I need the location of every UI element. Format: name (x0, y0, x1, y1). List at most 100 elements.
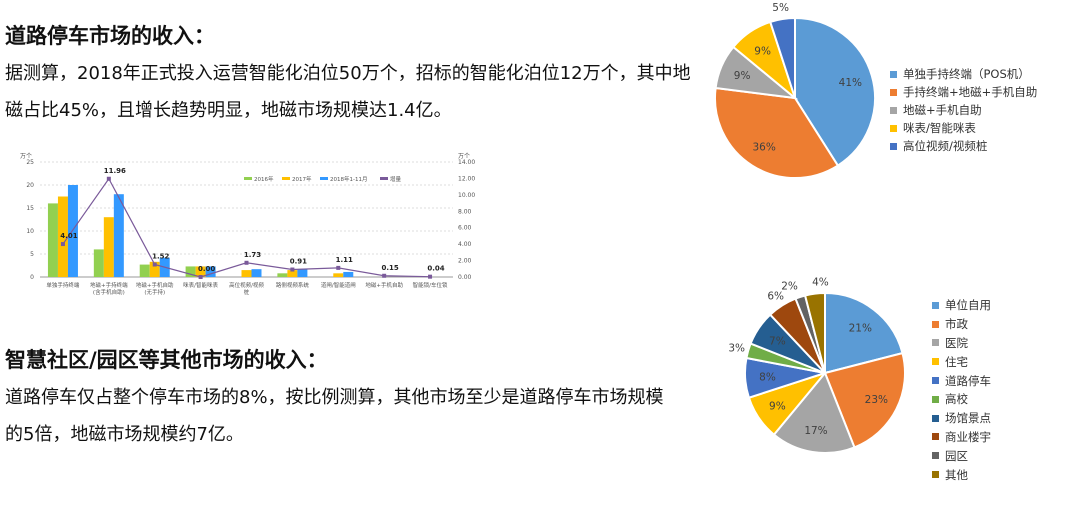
line-point-1 (106, 176, 111, 181)
legend-label: 单独手持终端（POS机） (903, 67, 1030, 81)
bar-0-1 (93, 249, 104, 277)
bar-1-3 (195, 266, 206, 277)
line-label-3: 0.00 (198, 265, 215, 273)
pie-slice-1 (714, 86, 840, 179)
pie-label-5: 3% (728, 342, 745, 354)
line-point-0 (60, 242, 65, 247)
x-tick: 单独手持终端 (46, 281, 80, 289)
bar-2-4 (251, 269, 262, 277)
pie2-legend: 单位自用市政医院住宅道路停车高校场馆景点 商业楼宇园区其他 (932, 296, 991, 484)
legend-item: 单独手持终端（POS机） (890, 65, 1037, 83)
bar-1-2 (149, 261, 160, 277)
legend-item: 医院 (932, 334, 991, 353)
y-tick: 15 (26, 205, 34, 212)
legend-label: 医院 (945, 335, 968, 350)
x-tick: 路侧视频系统 (276, 281, 310, 289)
pie-label-7: 6% (767, 290, 784, 302)
legend-item: 场馆景点 (932, 409, 991, 428)
x-tick: 地磁+手机自助 (365, 281, 403, 289)
legend-item: 商业楼宇 (932, 428, 991, 447)
section1-title: 道路停车市场的收入： (5, 24, 215, 48)
legend-swatch (890, 88, 897, 96)
y2-tick: 10.00 (458, 192, 475, 199)
legend-item: 其他 (932, 465, 991, 484)
y-tick: 25 (26, 159, 34, 166)
legend-swatch (380, 177, 388, 180)
legend-swatch (932, 414, 939, 422)
legend-swatch (932, 320, 939, 328)
legend-swatch (932, 301, 939, 309)
legend-item: 咪表/智能咪表 (890, 119, 1037, 137)
bar-1-0 (57, 196, 68, 277)
line-label-6: 1.11 (336, 256, 353, 264)
bar-2-0 (67, 185, 78, 277)
legend-item: 地磁+手机自助 (890, 101, 1037, 119)
legend-label: 商业楼宇 (945, 429, 991, 444)
pie-label-1: 23% (865, 394, 888, 406)
y2-tick: 14.00 (458, 159, 475, 166)
y-tick: 5 (30, 251, 34, 258)
bar-1-1 (103, 217, 114, 277)
line-point-7 (382, 273, 387, 278)
pie-chart-markets: 21% 23% 17% 9% 8% 3% 7% 6%2% 4% (728, 277, 906, 454)
legend-label: 高校 (945, 392, 968, 407)
line-point-8 (428, 274, 433, 279)
line-label-2: 1.52 (152, 253, 169, 261)
pie-slice-9 (803, 291, 826, 374)
legend-label: 咪表/智能咪表 (903, 121, 976, 135)
bar-1-5 (287, 270, 298, 277)
pie-label-2: 17% (804, 425, 827, 437)
bar-2-3 (205, 266, 216, 277)
pie-label-9: 4% (812, 277, 829, 289)
pie-slice-2 (772, 371, 856, 454)
legend-swatch (932, 377, 939, 385)
legend-item: 市政 (932, 315, 991, 334)
x-tick: 咪表/智能咪表 (183, 281, 218, 289)
pie-label-3: 9% (769, 400, 786, 412)
legend-swatch (890, 70, 897, 78)
legend-label: 单位自用 (945, 298, 991, 313)
legend-label: 增量 (390, 175, 402, 183)
section2-title: 智慧社区/园区等其他市场的收入： (5, 348, 328, 372)
legend-item: 手持终端+地磁+手机自助 (890, 83, 1037, 101)
line-point-4 (244, 260, 249, 265)
combo-chart: 万个 万个 0 5 10 15 20 25 0.00 2.00 4.00 6.00 8.00 10.00 1… (20, 153, 475, 296)
y-tick: 0 (30, 274, 34, 281)
pie-label-0: 41% (839, 77, 862, 89)
line-point-6 (336, 265, 341, 270)
bar-1-4 (241, 270, 252, 277)
y-tick: 10 (26, 228, 34, 235)
line-label-1: 11.96 (104, 167, 126, 175)
line-label-8: 0.04 (427, 265, 444, 273)
y2-tick: 6.00 (458, 225, 472, 232)
pie-slice-1 (823, 351, 906, 449)
x-tick: 智能锁/车位锁 (413, 281, 448, 289)
legend-item: 高校 (932, 390, 991, 409)
bar-2-1 (113, 194, 124, 277)
legend-swatch (932, 471, 939, 479)
pie-slice-4 (769, 16, 796, 99)
y-axis-label: 万个 (20, 153, 32, 160)
pie-label-8: 2% (781, 281, 798, 293)
legend-label: 园区 (945, 448, 968, 463)
pie-label-0: 21% (849, 322, 872, 334)
legend-swatch (932, 358, 939, 366)
legend-label: 住宅 (945, 354, 968, 369)
line-point-2 (152, 262, 157, 267)
legend-label: 2018年1-11月 (330, 175, 367, 183)
bar-0-0 (47, 203, 58, 277)
legend-item: 道路停车 (932, 371, 991, 390)
bar-2-5 (297, 269, 308, 277)
x-tick: 地磁+手机自助(无手持) (136, 281, 174, 296)
legend-label: 高位视频/视频桩 (903, 139, 988, 153)
line-label-5: 0.91 (290, 258, 307, 266)
legend-label: 手持终端+地磁+手机自助 (903, 85, 1038, 99)
legend-label: 市政 (945, 317, 968, 332)
pie-label-4: 8% (759, 372, 776, 384)
bar-0-2 (139, 264, 150, 277)
legend-swatch (932, 395, 939, 403)
pie-slice-0 (824, 291, 904, 375)
pie-label-1: 36% (752, 142, 775, 154)
y2-tick: 0.00 (458, 274, 472, 281)
line-point-3 (198, 275, 203, 279)
